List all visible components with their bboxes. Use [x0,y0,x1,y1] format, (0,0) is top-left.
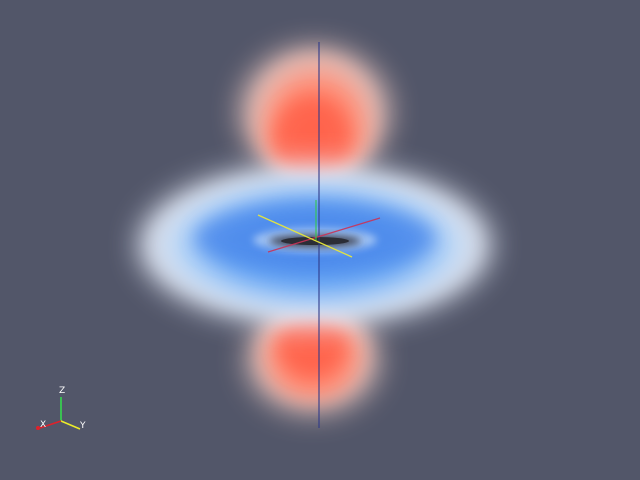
lower-lobe [245,300,381,415]
center-x-axis [267,217,381,253]
center-y-axis [257,214,353,258]
torus-ring [137,163,493,327]
upper-lobe [239,46,391,186]
center-axes [257,42,381,428]
